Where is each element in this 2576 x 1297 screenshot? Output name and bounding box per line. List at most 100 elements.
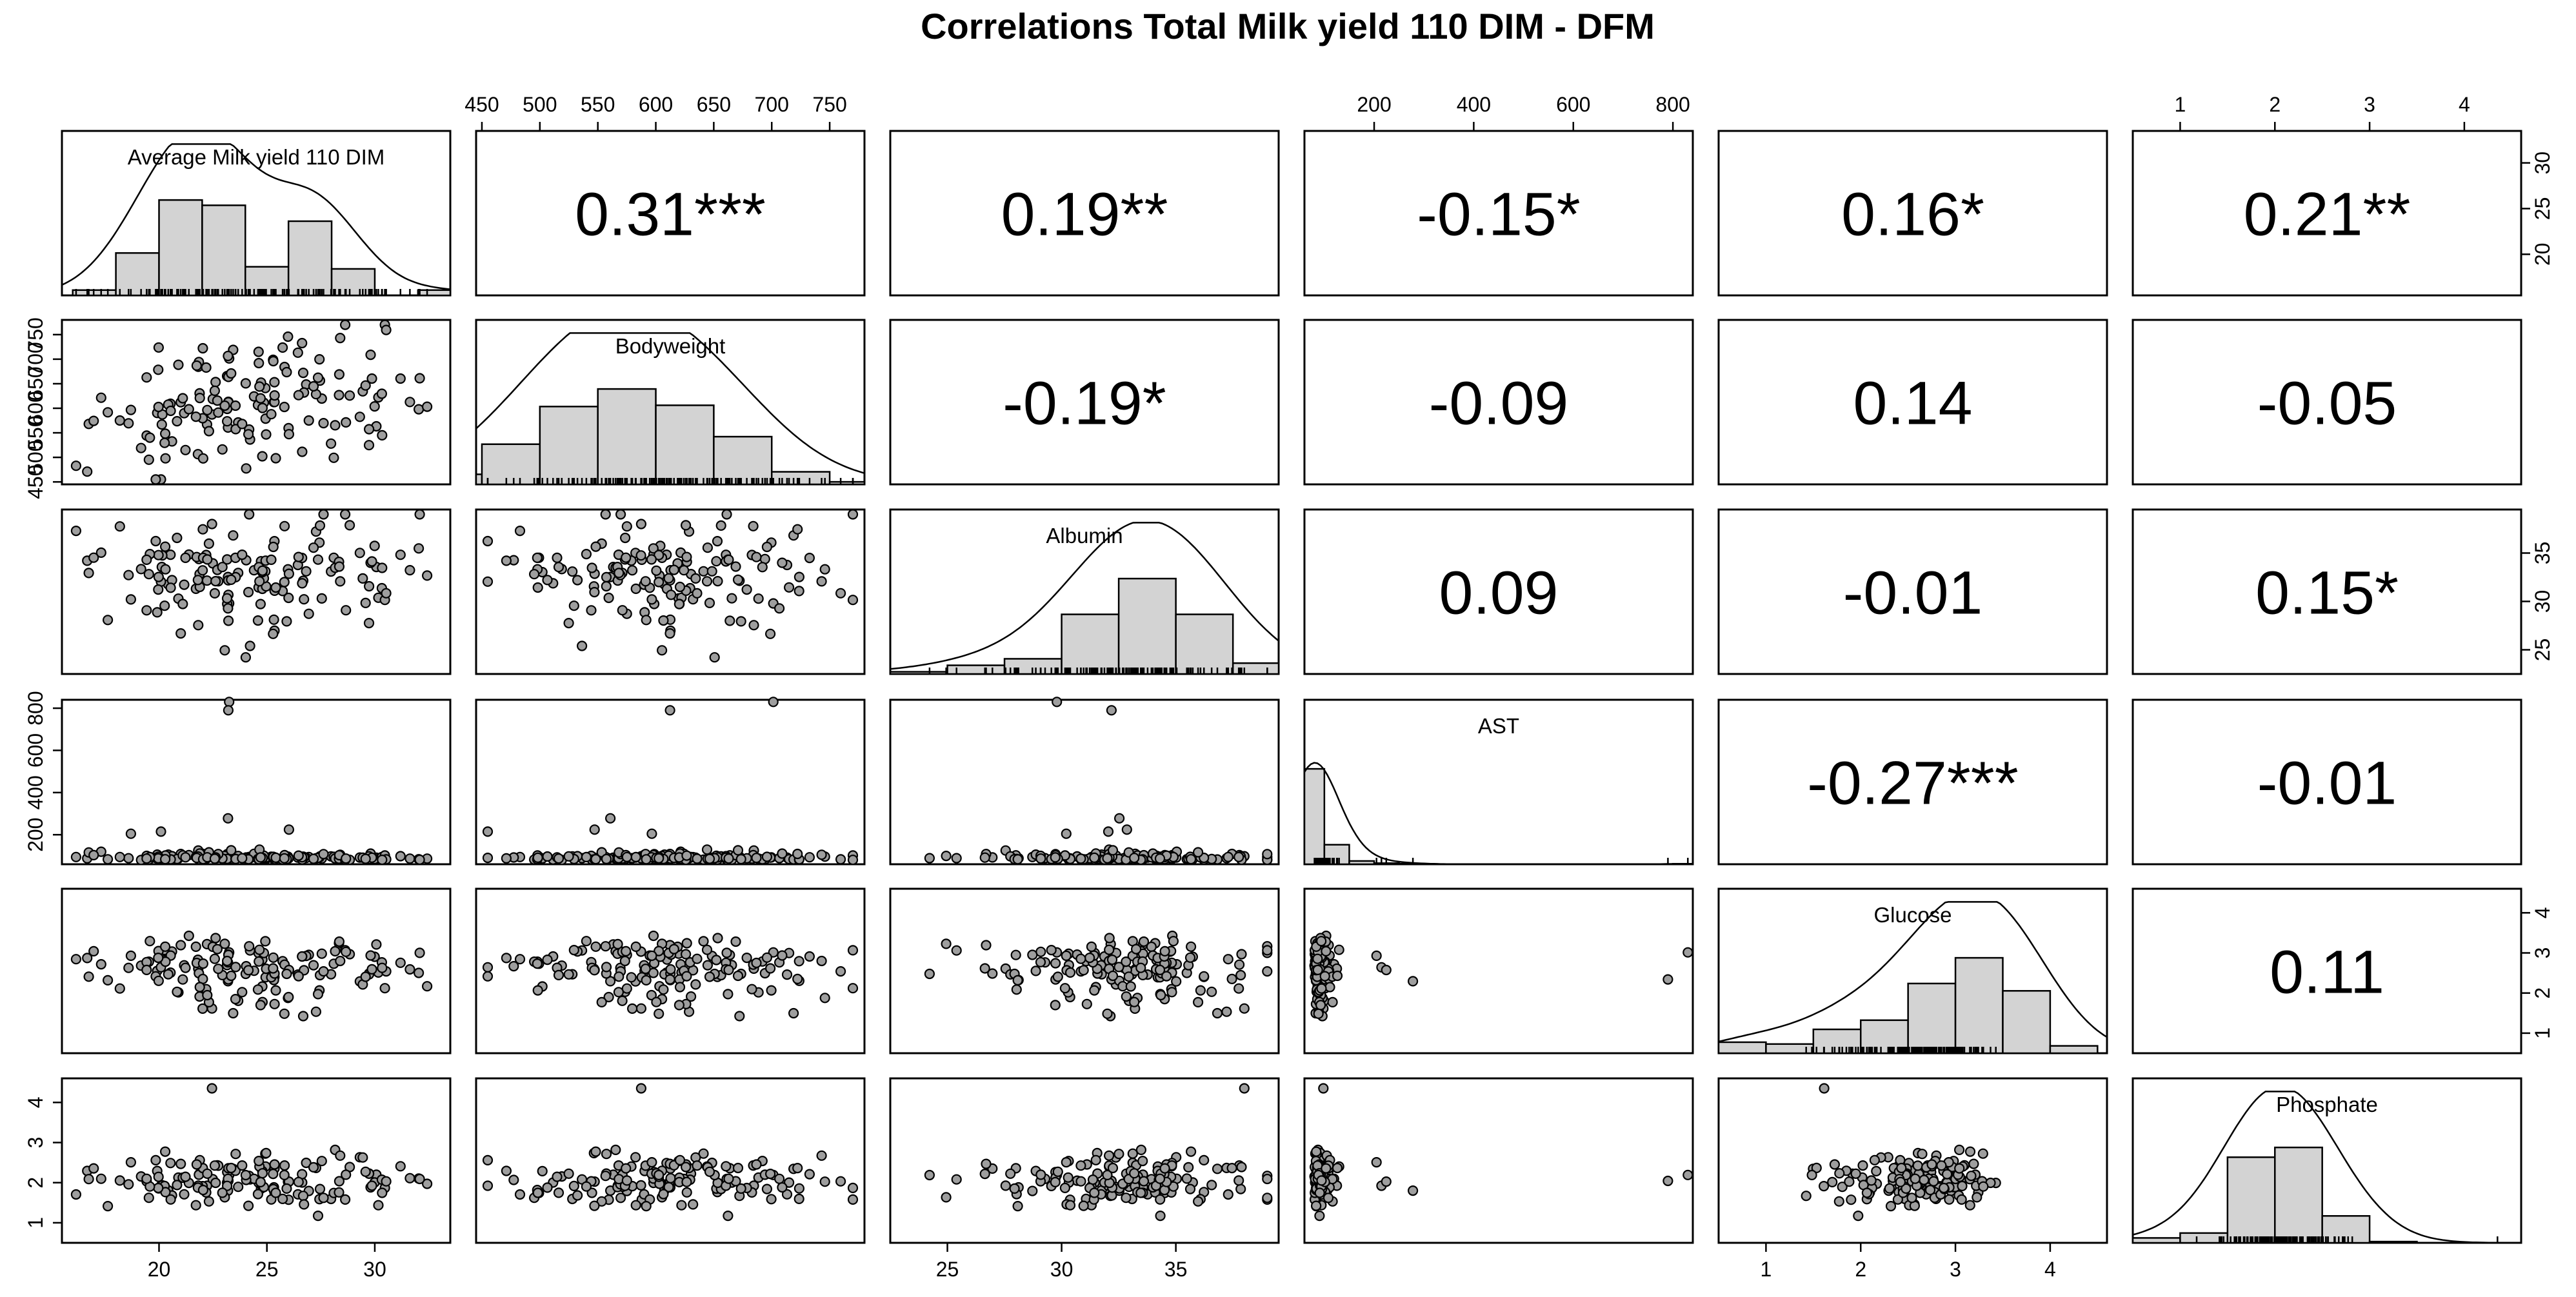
scatter-point — [1121, 956, 1132, 967]
scatter-point — [635, 550, 646, 561]
scatter-point — [82, 466, 93, 477]
scatter-point — [299, 1199, 310, 1210]
scatter-point — [223, 603, 234, 614]
scatter-point — [1316, 1175, 1327, 1186]
scatter-point — [334, 1187, 344, 1198]
scatter-point — [363, 580, 375, 592]
scatter-point — [203, 426, 214, 437]
scatter-point — [1138, 936, 1150, 947]
tick-label: 4 — [2459, 93, 2470, 116]
density-curve — [2132, 1091, 2521, 1244]
scatter-point — [651, 565, 662, 576]
scatter-point — [339, 1194, 351, 1205]
scatter-point — [277, 342, 288, 353]
scatter-point — [308, 542, 319, 553]
scatter-point — [924, 853, 935, 864]
scatter-point — [366, 556, 377, 567]
scatter-point — [640, 576, 651, 587]
scatter-point — [210, 575, 221, 587]
scatter-point — [244, 509, 255, 520]
scatter-point — [1192, 1196, 1204, 1207]
scatter-point — [1801, 1191, 1812, 1202]
scatter-point — [1323, 1193, 1334, 1203]
scatter-point — [257, 402, 268, 413]
scatter-point — [179, 579, 190, 590]
scatter-point — [792, 973, 803, 985]
scatter-point — [748, 620, 759, 631]
scatter-point — [254, 576, 265, 587]
scatter-point — [1926, 1159, 1937, 1170]
scatter-point — [589, 965, 600, 976]
scatter-point — [279, 1008, 290, 1019]
scatter-point — [243, 1200, 254, 1211]
scatter-point — [299, 594, 310, 605]
scatter-point — [270, 582, 281, 593]
scatter-point — [732, 1162, 744, 1174]
scatter-point — [414, 509, 425, 520]
scatter-point — [501, 555, 512, 566]
scatter-point — [658, 615, 669, 626]
panel-r1-c1: Bodyweight — [475, 319, 866, 486]
scatter-point — [145, 936, 155, 947]
scatter-point — [371, 939, 382, 950]
scatter-point — [711, 955, 722, 965]
scatter-point — [514, 525, 526, 537]
scatter-point — [777, 1182, 788, 1193]
scatter-point — [293, 971, 304, 982]
scatter-point — [1192, 996, 1204, 1008]
scatter-point — [1135, 962, 1146, 973]
scatter-point — [590, 1146, 601, 1157]
scatter-point — [774, 603, 785, 614]
scatter-point — [363, 440, 375, 451]
tick-label: 3 — [2531, 947, 2554, 959]
scatter-point — [764, 628, 776, 639]
scatter-point — [314, 1183, 326, 1194]
scatter-point — [654, 946, 664, 956]
scatter-point — [1138, 1176, 1150, 1187]
scatter-point — [641, 975, 652, 986]
tick-label: 500 — [24, 440, 47, 474]
histogram-bar — [1175, 613, 1234, 675]
tick-label: 600 — [639, 93, 673, 116]
scatter-point — [692, 953, 703, 964]
scatter-point — [621, 521, 632, 532]
scatter-point — [1155, 1210, 1166, 1222]
scatter-point — [335, 955, 346, 967]
panel-r3-c4: -0.27*** — [1717, 698, 2108, 866]
scatter-point — [704, 853, 715, 864]
scatter-point — [542, 954, 553, 965]
scatter-point — [572, 575, 583, 586]
scatter-point — [1005, 1168, 1016, 1179]
right-axis-2: 25 30 35 — [2521, 542, 2554, 661]
scatter-point — [532, 582, 543, 593]
scatter-point — [1121, 991, 1132, 1002]
scatter-point — [213, 964, 224, 975]
scatter-point — [724, 615, 735, 626]
scatter-point — [221, 593, 233, 604]
tick-label: 800 — [24, 691, 47, 725]
scatter-point — [603, 991, 614, 1003]
density-curve — [1718, 901, 2108, 1043]
scatter-point — [257, 1168, 268, 1179]
scatter-point — [941, 850, 952, 862]
scatter-point — [172, 415, 183, 427]
scatter-point — [1089, 1187, 1100, 1198]
scatter-point — [366, 964, 377, 975]
scatter-point — [404, 564, 415, 576]
scatter-point — [641, 615, 652, 626]
scatter-point — [413, 543, 424, 554]
scatter-point — [1682, 947, 1693, 958]
scatter-point — [217, 562, 228, 573]
scatter-point — [1154, 853, 1166, 864]
scatter-point — [730, 936, 741, 947]
scatter-point — [226, 368, 237, 379]
scatter-point — [88, 946, 99, 957]
scatter-point — [222, 1180, 233, 1191]
scatter-point — [193, 620, 204, 631]
scatter-point — [268, 355, 279, 367]
scatter-point — [601, 1149, 612, 1160]
scatter-point — [1075, 1176, 1086, 1187]
panel-frame — [1303, 887, 1694, 1054]
scatter-point — [202, 989, 213, 1001]
